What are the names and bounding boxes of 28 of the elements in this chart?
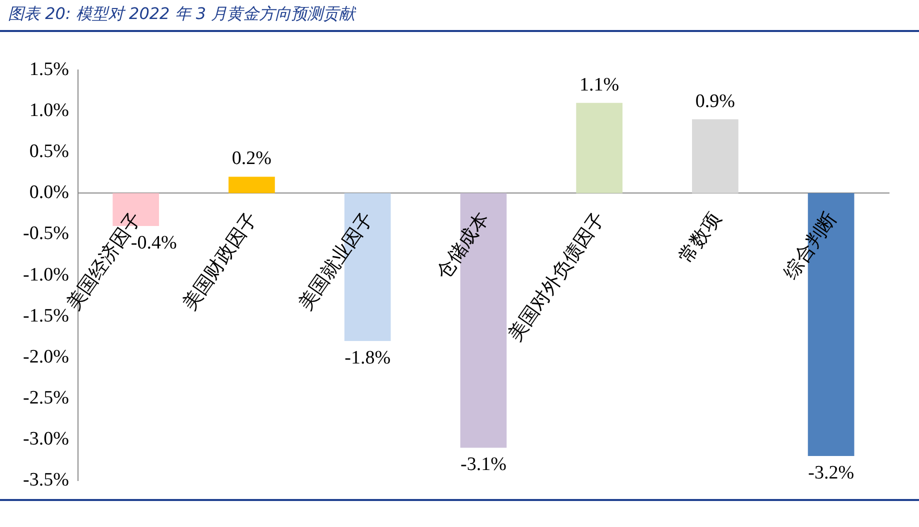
data-label: -0.4% xyxy=(130,232,177,254)
y-tick-label: 0.5% xyxy=(29,141,70,162)
data-label: 1.1% xyxy=(580,74,620,96)
x-tick-label: 常数项 xyxy=(675,208,726,268)
x-tick-label: 综合判断 xyxy=(780,208,842,284)
x-tick-label: 美国就业因子 xyxy=(294,208,378,314)
y-tick-label: -3.5% xyxy=(23,470,70,491)
y-tick-label: -1.0% xyxy=(23,264,70,286)
x-tick-label: 美国财政因子 xyxy=(178,208,262,314)
data-label: 0.9% xyxy=(695,90,736,112)
y-tick-label: -2.0% xyxy=(23,346,70,368)
y-tick-label: 1.0% xyxy=(29,100,70,122)
x-tick-label: 仓储成本 xyxy=(432,208,494,284)
data-label: -3.2% xyxy=(808,462,854,484)
data-label: 0.2% xyxy=(232,148,272,170)
x-tick-label: 美国对外负债因子 xyxy=(504,208,610,346)
y-tick-label: -3.0% xyxy=(23,428,70,450)
data-label: -1.8% xyxy=(344,347,391,368)
bar xyxy=(692,119,738,194)
bar xyxy=(228,176,275,194)
bar xyxy=(576,102,622,194)
chart-title: 图表 20: 模型对 2022 年 3 月黄金方向预测贡献 xyxy=(8,4,356,25)
y-tick-label: 0.0% xyxy=(29,182,70,204)
data-label: -3.1% xyxy=(460,454,507,476)
y-tick-label: -0.5% xyxy=(23,223,70,244)
y-tick-label: -2.5% xyxy=(23,387,70,408)
y-tick-label: -1.5% xyxy=(23,305,70,326)
y-tick-label: 1.5% xyxy=(29,58,70,80)
